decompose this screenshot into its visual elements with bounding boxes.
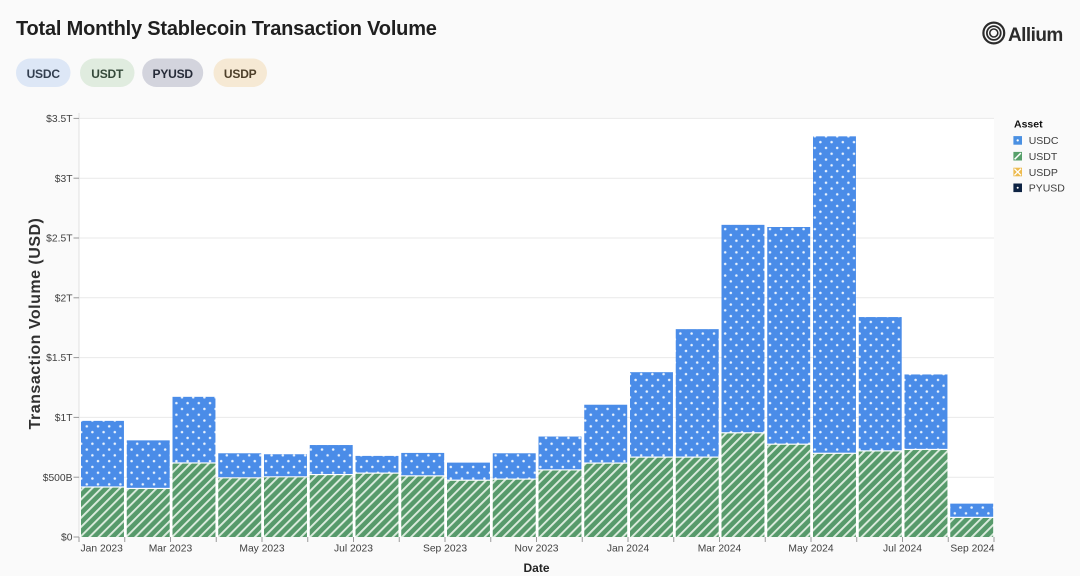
svg-text:USDC: USDC [27,67,61,81]
svg-text:Mar 2023: Mar 2023 [149,544,193,555]
svg-text:Allium: Allium [1008,25,1063,46]
svg-text:Jul 2023: Jul 2023 [334,544,373,555]
svg-text:USDP: USDP [224,67,257,81]
svg-text:$2.5T: $2.5T [46,234,73,245]
svg-text:Mar 2024: Mar 2024 [698,544,742,555]
svg-text:$2T: $2T [55,293,73,304]
svg-text:$0: $0 [61,533,73,544]
svg-text:$500B: $500B [43,473,73,484]
svg-text:PYUSD: PYUSD [153,67,194,81]
svg-text:Nov 2023: Nov 2023 [514,544,558,555]
svg-text:Jul 2024: Jul 2024 [883,544,922,555]
svg-text:USDT: USDT [1029,151,1058,163]
svg-text:USDC: USDC [1029,135,1059,147]
svg-text:$1T: $1T [55,413,73,424]
svg-text:May 2024: May 2024 [788,544,833,555]
svg-text:Date: Date [523,561,549,575]
svg-text:May 2023: May 2023 [239,544,284,555]
svg-text:Jan 2023: Jan 2023 [81,544,124,555]
svg-text:Sep 2024: Sep 2024 [950,544,994,555]
svg-text:USDT: USDT [91,67,124,81]
svg-text:$3T: $3T [55,174,73,185]
svg-text:Sep 2023: Sep 2023 [423,544,467,555]
svg-text:Total Monthly Stablecoin Trans: Total Monthly Stablecoin Transaction Vol… [16,18,437,40]
svg-text:PYUSD: PYUSD [1029,183,1066,195]
svg-text:USDP: USDP [1029,167,1058,179]
svg-text:Transaction Volume (USD): Transaction Volume (USD) [27,218,44,430]
svg-text:$1.5T: $1.5T [46,353,73,364]
svg-text:$3.5T: $3.5T [46,114,73,125]
svg-text:Jan 2024: Jan 2024 [607,544,650,555]
svg-text:Asset: Asset [1014,119,1043,131]
